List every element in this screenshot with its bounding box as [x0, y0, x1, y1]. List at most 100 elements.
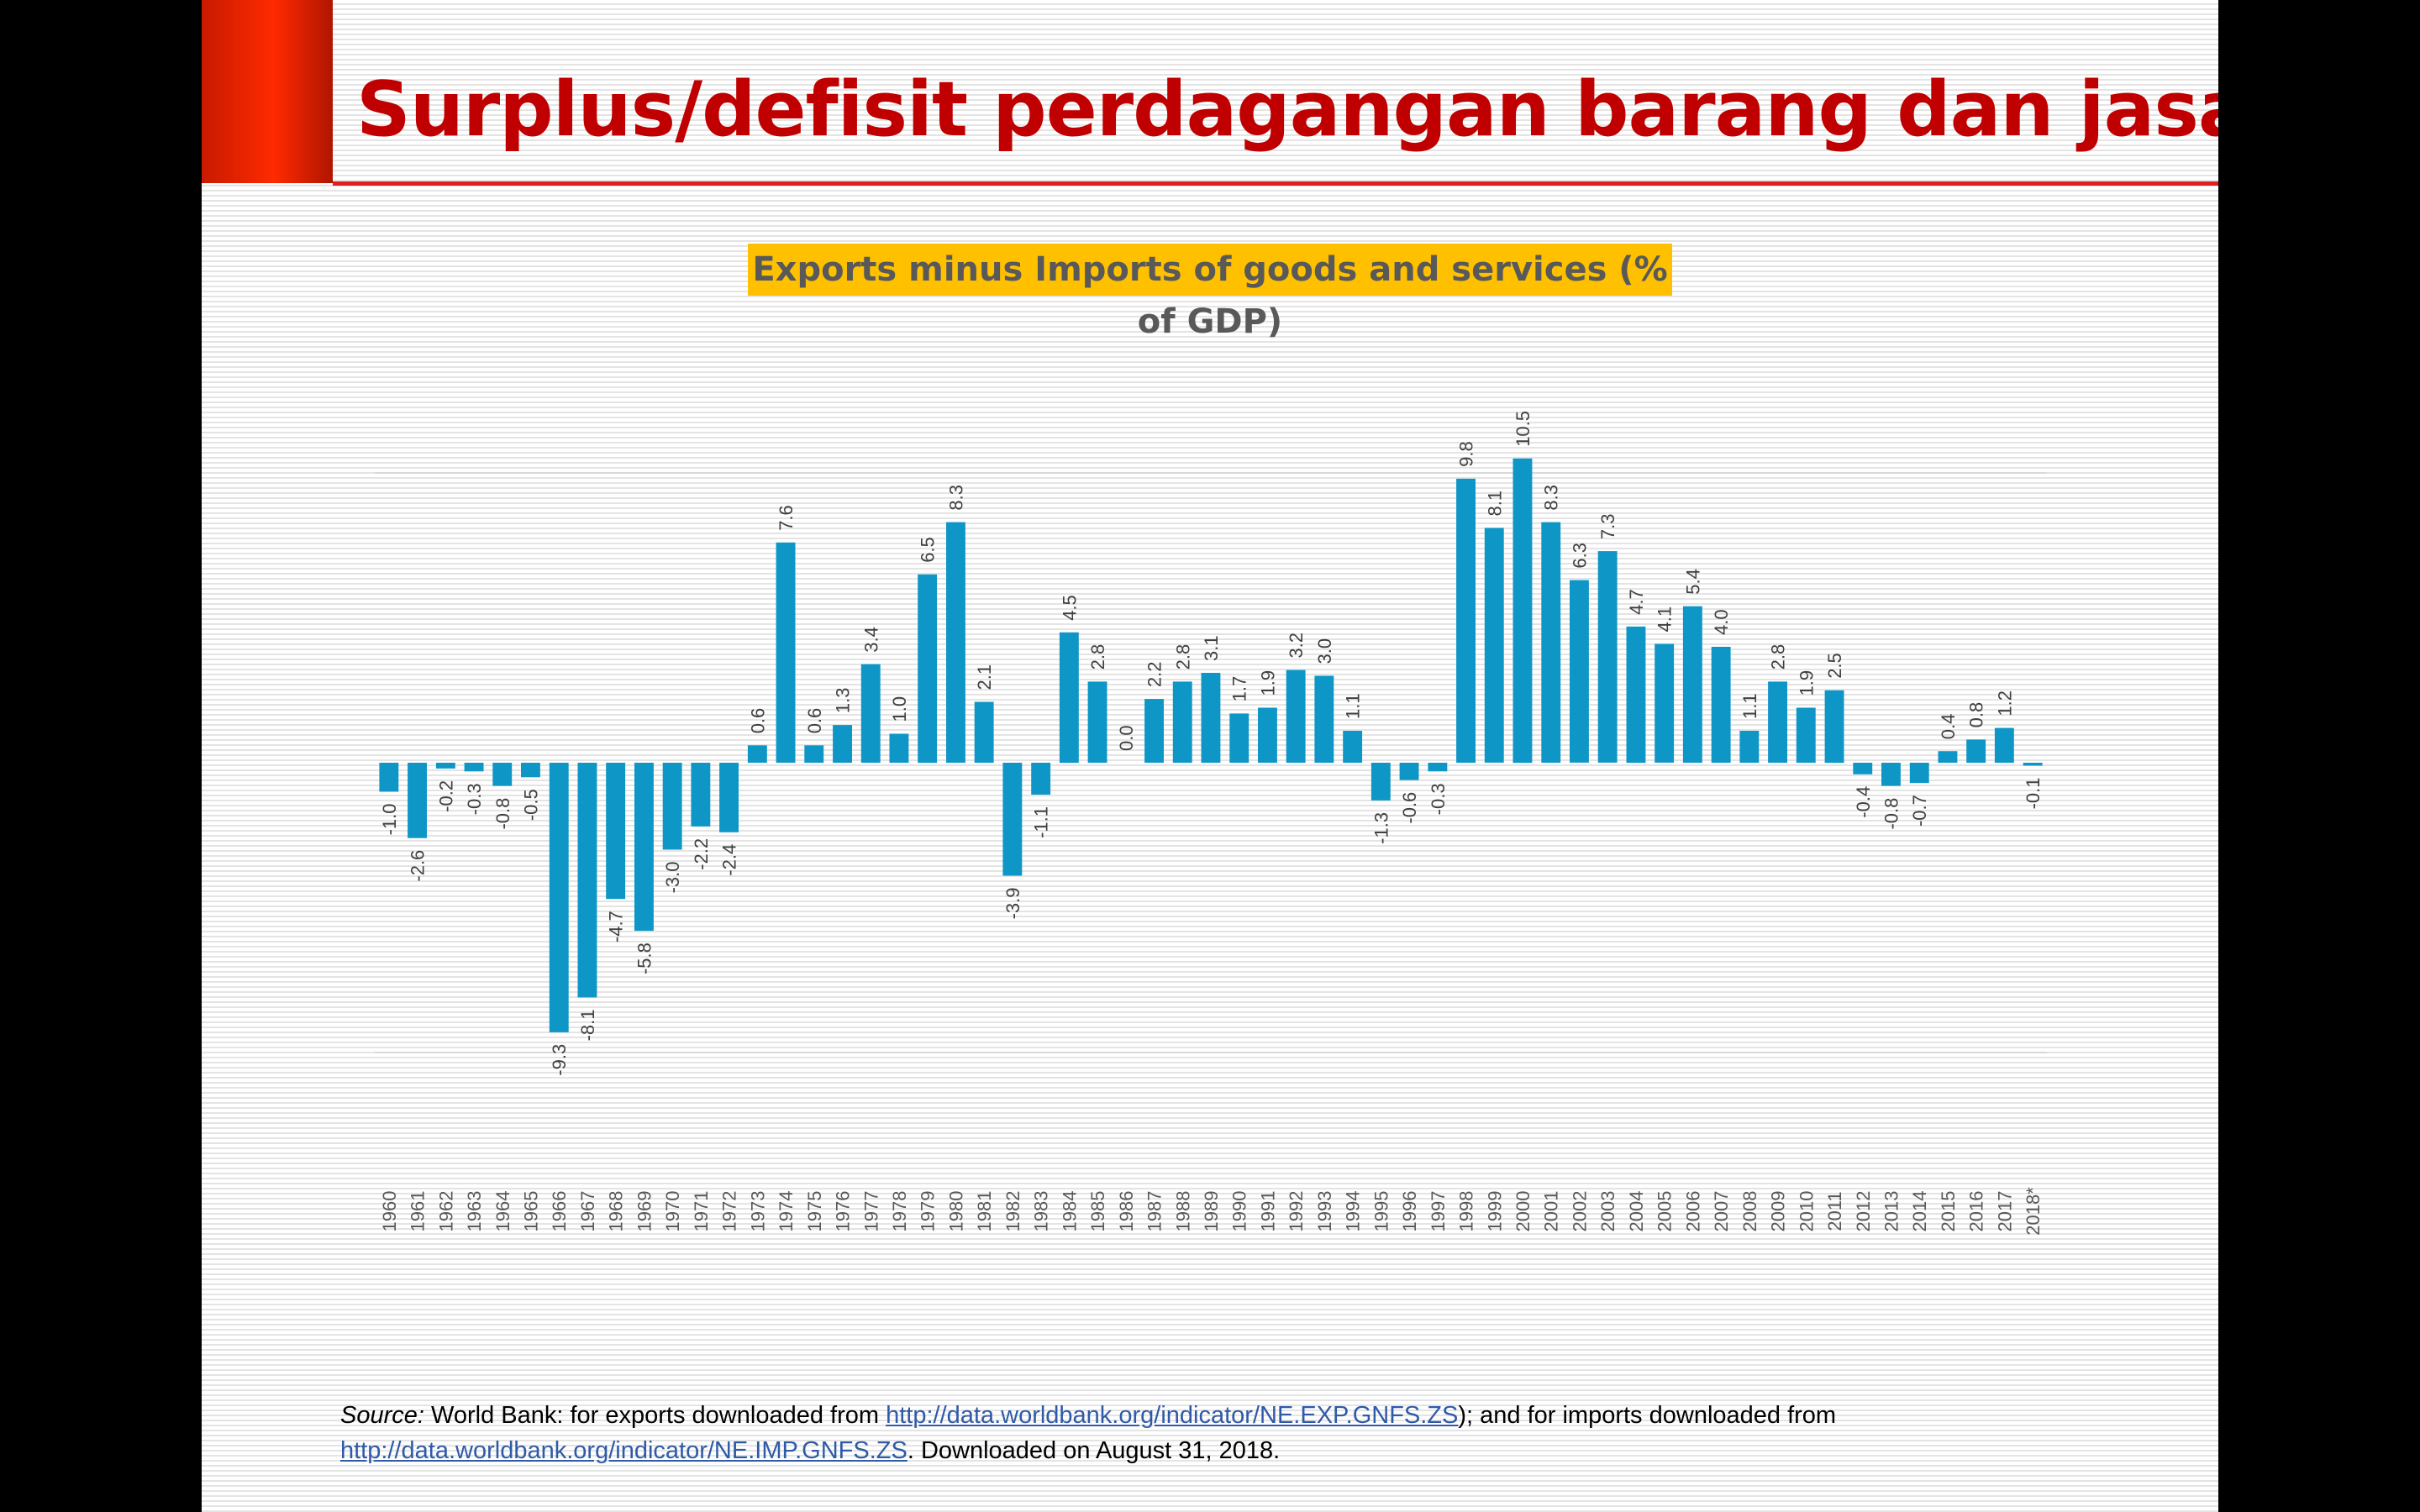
x-tick-label: 1984	[1059, 1191, 1080, 1232]
value-label: -0.8	[1881, 798, 1902, 830]
bar-1998	[1456, 478, 1476, 763]
bar-1983	[1031, 763, 1051, 795]
value-label: 0.6	[747, 708, 768, 734]
chart-title: Exports minus Imports of goods and servi…	[748, 244, 1672, 341]
value-label: 8.1	[1484, 491, 1505, 517]
bar-1977	[860, 664, 881, 763]
bar-2009	[1768, 681, 1787, 763]
value-label: -4.7	[606, 911, 627, 942]
slide: Surplus/defisit perdagangan barang dan j…	[202, 0, 2218, 1512]
value-label: 2.5	[1824, 653, 1845, 679]
x-tick-label: 1987	[1144, 1191, 1165, 1232]
value-label: -0.5	[521, 789, 542, 821]
value-label: 3.1	[1201, 635, 1222, 661]
value-label: -3.9	[1002, 888, 1023, 920]
x-tick-label: 2013	[1881, 1191, 1902, 1232]
x-tick-label: 1985	[1087, 1191, 1108, 1232]
source-text-1: World Bank: for exports downloaded from	[424, 1402, 886, 1429]
value-label: -2.2	[691, 838, 712, 870]
value-label: 4.5	[1059, 595, 1080, 621]
imports-link[interactable]: http://data.worldbank.org/indicator/NE.I…	[340, 1437, 908, 1464]
bar-1960	[379, 763, 399, 792]
bar-2010	[1796, 707, 1816, 763]
x-tick-label: 1975	[804, 1191, 825, 1232]
x-tick-label: 2018*	[2023, 1187, 2044, 1236]
bar-2014	[1909, 763, 1929, 784]
value-label: 5.4	[1682, 569, 1703, 595]
bar-1993	[1314, 675, 1334, 763]
value-label: 0.4	[1938, 714, 1959, 740]
value-label: -0.1	[2023, 778, 2044, 810]
x-tick-label: 2007	[1711, 1191, 1732, 1232]
x-tick-label: 1983	[1031, 1191, 1052, 1232]
x-tick-label: 1978	[889, 1191, 910, 1232]
x-tick-label: 2005	[1655, 1191, 1676, 1232]
exports-link[interactable]: http://data.worldbank.org/indicator/NE.E…	[886, 1402, 1459, 1429]
x-tick-label: 1965	[521, 1191, 542, 1232]
x-tick-label: 2010	[1796, 1191, 1817, 1232]
value-label: 3.0	[1314, 638, 1335, 664]
bar-1978	[889, 733, 909, 763]
bars	[379, 458, 2043, 1032]
bar-1996	[1399, 763, 1419, 780]
x-tick-label: 1994	[1343, 1191, 1364, 1232]
bar-1966	[549, 763, 569, 1032]
bar-1961	[408, 763, 427, 838]
x-tick-label: 1963	[464, 1191, 485, 1232]
bar-1988	[1172, 681, 1192, 763]
value-label: 1.9	[1796, 670, 1817, 696]
title-underline	[333, 181, 2218, 186]
value-label: 0.0	[1116, 725, 1137, 751]
x-tick-label: 1974	[776, 1191, 797, 1232]
x-tick-labels: 1960 1961 1962 1963 1964 1965 1966 1967 1968 1969…	[379, 1187, 2044, 1236]
value-label: -8.1	[577, 1010, 598, 1042]
bar-1971	[691, 763, 711, 827]
bar-2001	[1541, 522, 1561, 763]
x-tick-label: 1973	[747, 1191, 768, 1232]
x-tick-label: 1997	[1428, 1191, 1449, 1232]
bar-2013	[1881, 763, 1901, 786]
value-label: 7.6	[776, 505, 797, 531]
x-tick-label: 1979	[918, 1191, 939, 1232]
bar-1967	[577, 763, 597, 998]
value-label: -0.4	[1853, 786, 1874, 818]
x-tick-label: 1966	[549, 1191, 570, 1232]
x-tick-label: 2014	[1909, 1191, 1930, 1232]
value-label: 8.3	[1541, 485, 1562, 511]
x-tick-label: 2003	[1597, 1191, 1618, 1232]
x-tick-label: 2009	[1768, 1191, 1789, 1232]
x-tick-label: 2017	[1994, 1191, 2015, 1232]
x-tick-label: 1982	[1002, 1191, 1023, 1232]
x-tick-label: 2001	[1541, 1191, 1562, 1232]
bar-1965	[521, 763, 540, 778]
value-label: -1.3	[1370, 812, 1392, 844]
value-label: 1.0	[889, 696, 910, 722]
x-tick-label: 2008	[1739, 1191, 1760, 1232]
value-label: 1.7	[1229, 676, 1250, 702]
x-tick-label: 1989	[1201, 1191, 1222, 1232]
x-tick-label: 1990	[1229, 1191, 1250, 1232]
x-tick-label: 1980	[945, 1191, 966, 1232]
value-label: 2.8	[1768, 644, 1789, 670]
value-label: -1.1	[1031, 806, 1052, 838]
bar-2015	[1938, 751, 1958, 763]
value-label: 2.1	[974, 664, 995, 690]
bar-1976	[833, 725, 852, 763]
value-label: 10.5	[1512, 411, 1534, 447]
value-label: -9.3	[549, 1044, 570, 1076]
value-label: 4.0	[1711, 609, 1732, 635]
bar-1980	[946, 522, 965, 763]
value-label: 1.9	[1258, 670, 1279, 696]
value-label: -1.0	[379, 804, 400, 836]
value-label: -0.2	[435, 780, 456, 812]
x-tick-label: 1993	[1314, 1191, 1335, 1232]
bar-1999	[1484, 528, 1504, 763]
bar-1972	[719, 763, 739, 832]
value-label: -5.8	[634, 942, 655, 974]
bar-1989	[1201, 673, 1221, 763]
x-tick-label: 2006	[1682, 1191, 1703, 1232]
x-tick-label: 1999	[1484, 1191, 1505, 1232]
x-tick-label: 1969	[634, 1191, 655, 1232]
value-label: -2.6	[408, 850, 429, 882]
value-label: 2.8	[1087, 644, 1108, 670]
